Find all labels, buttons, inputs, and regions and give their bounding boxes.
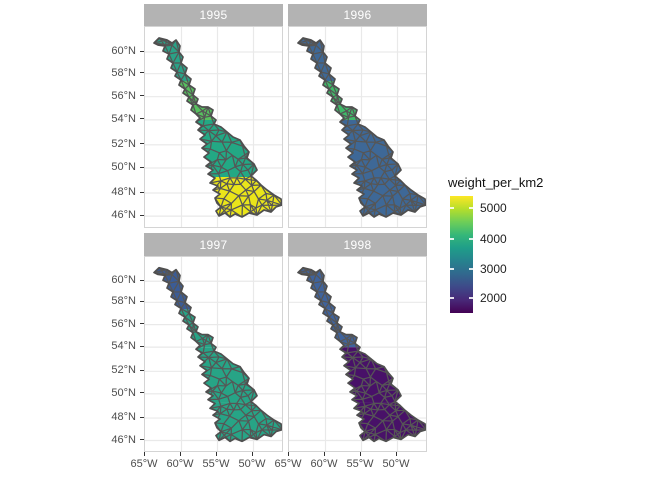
- legend-tick: [469, 206, 473, 209]
- x-axis-label: 50°W: [382, 458, 410, 470]
- y-axis-tick: [140, 323, 144, 325]
- y-axis-tick: [140, 369, 144, 371]
- y-axis-tick: [140, 439, 144, 440]
- x-axis-label: 60°W: [166, 458, 194, 470]
- legend-tick-label: 5000: [480, 201, 507, 215]
- y-axis-tick: [140, 279, 144, 281]
- y-axis-tick: [140, 416, 144, 418]
- x-axis-tick: [251, 452, 253, 456]
- legend-tick: [450, 267, 454, 270]
- region-map-1996: [289, 27, 426, 227]
- legend-tick: [450, 237, 454, 240]
- x-axis-tick: [287, 452, 289, 456]
- y-axis-label: 46°N: [111, 209, 136, 222]
- facet-strip-label: 1997: [199, 237, 228, 252]
- y-axis-label: 46°N: [111, 433, 136, 446]
- y-axis-label: 58°N: [111, 295, 136, 308]
- x-axis-tick: [359, 452, 361, 456]
- legend-tick: [450, 206, 454, 209]
- legend-title: weight_per_km2: [448, 175, 544, 190]
- region-map-1997: [145, 257, 282, 451]
- y-axis-tick: [140, 345, 144, 347]
- legend-tick: [469, 297, 473, 299]
- facet-panel-1998: [288, 256, 427, 452]
- x-axis-tick: [323, 452, 325, 456]
- facet-strip-1998: 1998: [288, 233, 427, 256]
- legend-tick-label: 3000: [480, 262, 507, 276]
- facet-strip-1995: 1995: [144, 4, 283, 26]
- y-axis-label: 50°N: [111, 386, 136, 399]
- y-axis-tick: [140, 166, 144, 168]
- y-axis-label: 56°N: [111, 317, 136, 330]
- y-axis-label: 56°N: [111, 89, 136, 102]
- legend-tick: [450, 297, 454, 299]
- x-axis-tick: [395, 452, 397, 456]
- y-axis-label: 52°N: [111, 137, 136, 150]
- y-axis-tick: [140, 118, 144, 120]
- facet-strip-label: 1996: [343, 8, 372, 22]
- facet-panel-1996: [288, 26, 427, 228]
- y-axis-tick: [140, 300, 144, 302]
- y-axis-label: 54°N: [111, 340, 136, 353]
- legend-tick: [469, 267, 473, 270]
- y-axis-label: 50°N: [111, 161, 136, 173]
- x-axis-tick: [179, 452, 181, 456]
- facet-panel-1995: [144, 26, 283, 228]
- y-axis-tick: [140, 143, 144, 145]
- x-axis-label: 65°W: [274, 458, 302, 470]
- legend-tick-label: 2000: [480, 291, 507, 305]
- y-axis-label: 60°N: [111, 274, 136, 287]
- facet-strip-1997: 1997: [144, 233, 283, 256]
- y-axis-tick: [140, 50, 144, 52]
- legend-tick: [469, 237, 473, 240]
- region-map-1995: [145, 27, 282, 227]
- x-axis-label: 55°W: [202, 458, 230, 470]
- y-axis-tick: [140, 191, 144, 193]
- x-axis-label: 65°W: [130, 458, 158, 470]
- facet-strip-label: 1998: [343, 237, 372, 252]
- x-axis-label: 60°W: [310, 458, 338, 470]
- facet-strip-1996: 1996: [288, 4, 427, 26]
- legend-tick-label: 4000: [480, 232, 507, 246]
- y-axis-label: 54°N: [111, 112, 136, 125]
- y-axis-label: 52°N: [111, 364, 136, 377]
- y-axis-tick: [140, 95, 144, 97]
- legend-colorbar: [450, 196, 473, 313]
- facet-strip-label: 1995: [199, 8, 228, 22]
- y-axis-tick: [140, 214, 144, 216]
- x-axis-label: 50°W: [238, 458, 266, 470]
- x-axis-label: 55°W: [346, 458, 374, 470]
- x-axis-tick: [143, 452, 145, 456]
- region-map-1998: [289, 257, 426, 451]
- y-axis-label: 60°N: [111, 45, 136, 57]
- y-axis-label: 58°N: [111, 66, 136, 79]
- y-axis-label: 48°N: [111, 411, 136, 424]
- y-axis-tick: [140, 72, 144, 74]
- y-axis-tick: [140, 392, 144, 394]
- x-axis-tick: [215, 452, 217, 456]
- y-axis-label: 48°N: [111, 186, 136, 198]
- facet-panel-1997: [144, 256, 283, 452]
